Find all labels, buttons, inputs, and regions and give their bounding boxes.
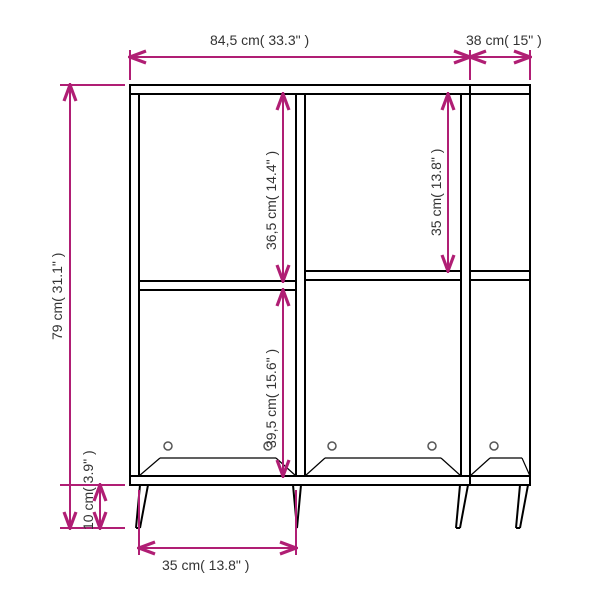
dim-lower-left: 39,5 cm( 15.6" ) xyxy=(263,349,279,448)
dim-leg: 10 cm( 3.9" ) xyxy=(80,450,96,530)
cabinet-outline xyxy=(130,85,530,528)
dim-width: 84,5 cm( 33.3" ) xyxy=(210,32,309,48)
dim-upper-left: 36,5 cm( 14.4" ) xyxy=(263,151,279,250)
dim-upper-right: 35 cm( 13.8" ) xyxy=(428,149,444,236)
dim-height: 79 cm( 31.1" ) xyxy=(49,253,65,340)
dimension-drawing: 84,5 cm( 33.3" ) 38 cm( 15" ) 79 cm( 31.… xyxy=(0,0,600,600)
dim-inner-width: 35 cm( 13.8" ) xyxy=(162,557,249,573)
dim-depth: 38 cm( 15" ) xyxy=(466,32,542,48)
